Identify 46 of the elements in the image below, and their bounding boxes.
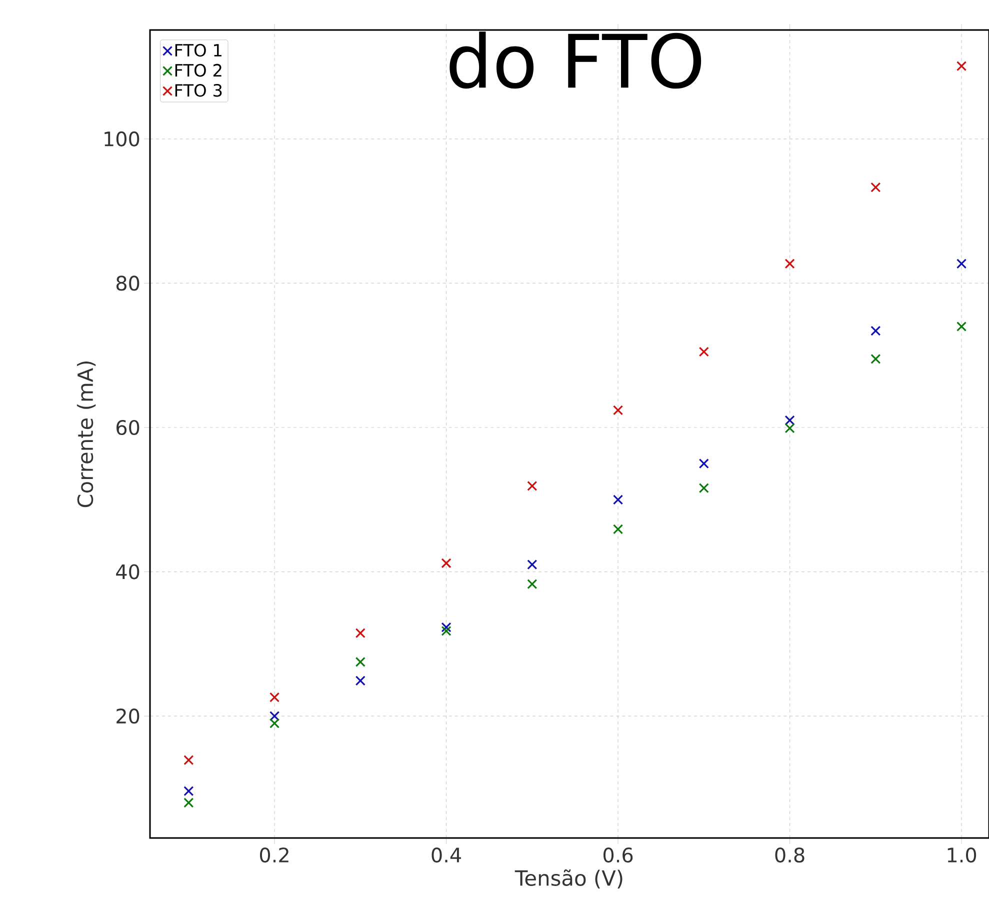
x-tick-label: 0.6 xyxy=(603,848,633,863)
y-tick-label: 60 xyxy=(116,420,140,436)
point xyxy=(355,628,366,638)
point xyxy=(184,786,194,796)
point xyxy=(870,182,881,192)
point xyxy=(698,483,709,494)
point xyxy=(355,676,366,686)
point xyxy=(698,458,709,469)
legend-label: FTO 1 xyxy=(175,44,222,57)
y-tick-label: 40 xyxy=(116,564,140,580)
legend-label: FTO 3 xyxy=(175,84,222,97)
point xyxy=(784,415,795,426)
point xyxy=(956,258,967,269)
chart-title: do FTO xyxy=(450,32,702,89)
point xyxy=(870,354,881,364)
point xyxy=(612,405,624,416)
point xyxy=(355,656,366,668)
point xyxy=(612,524,624,534)
x-axis-title: Tensão (V) xyxy=(514,869,622,888)
y-axis-title: Corrente (mA) xyxy=(76,362,96,508)
x-tick-label: 0.4 xyxy=(432,848,461,863)
point xyxy=(784,423,795,434)
x-tick-label: 0.8 xyxy=(775,848,804,863)
point xyxy=(956,321,967,332)
point xyxy=(527,560,538,570)
point xyxy=(956,61,967,72)
legend-label: FTO 2 xyxy=(175,64,222,77)
point xyxy=(612,494,624,505)
y-tick-label: 80 xyxy=(116,276,140,291)
point xyxy=(269,711,280,722)
point xyxy=(870,326,881,336)
point xyxy=(527,480,538,491)
point xyxy=(269,692,280,702)
y-tick-label: 20 xyxy=(116,708,140,724)
point xyxy=(269,718,280,728)
x-tick-label: 0.2 xyxy=(260,848,288,863)
y-tick-label: 100 xyxy=(104,131,140,146)
point xyxy=(184,798,194,808)
point xyxy=(527,579,538,590)
point xyxy=(441,622,452,632)
point xyxy=(184,755,194,766)
point xyxy=(698,346,709,357)
point xyxy=(441,626,452,636)
point xyxy=(441,558,452,568)
point xyxy=(784,258,795,269)
x-tick-label: 1.0 xyxy=(948,848,976,863)
